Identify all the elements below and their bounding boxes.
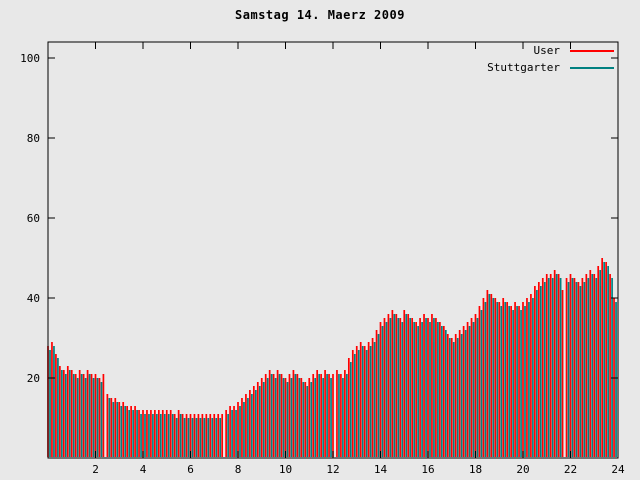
legend-row-user: User [487,44,614,57]
legend-row-stuttgarter: Stuttgarter [487,61,614,74]
x-tick-label: 10 [279,463,292,476]
x-tick-label: 22 [564,463,577,476]
chart-title: Samstag 14. Maerz 2009 [235,8,405,22]
x-tick-label: 12 [326,463,339,476]
x-tick-label: 16 [421,463,434,476]
legend-swatch-user [570,49,614,52]
legend-swatch-stuttgarter [570,66,614,69]
y-tick-label: 60 [27,212,40,225]
y-tick-label: 40 [27,292,40,305]
series-bars [47,258,617,457]
x-tick-label: 20 [516,463,529,476]
y-tick-label: 100 [20,52,40,65]
x-tick-label: 24 [611,463,625,476]
x-tick-label: 18 [469,463,482,476]
y-tick-label: 80 [27,132,40,145]
x-tick-label: 6 [187,463,194,476]
x-tick-label: 2 [92,463,99,476]
y-tick-label: 20 [27,372,40,385]
legend-label-stuttgarter: Stuttgarter [487,61,560,74]
x-tick-label: 8 [235,463,242,476]
x-tick-label: 4 [140,463,147,476]
legend-label-user: User [533,44,561,57]
axis-ticks [48,42,619,458]
legend: User Stuttgarter [487,44,614,74]
x-tick-label: 14 [374,463,388,476]
